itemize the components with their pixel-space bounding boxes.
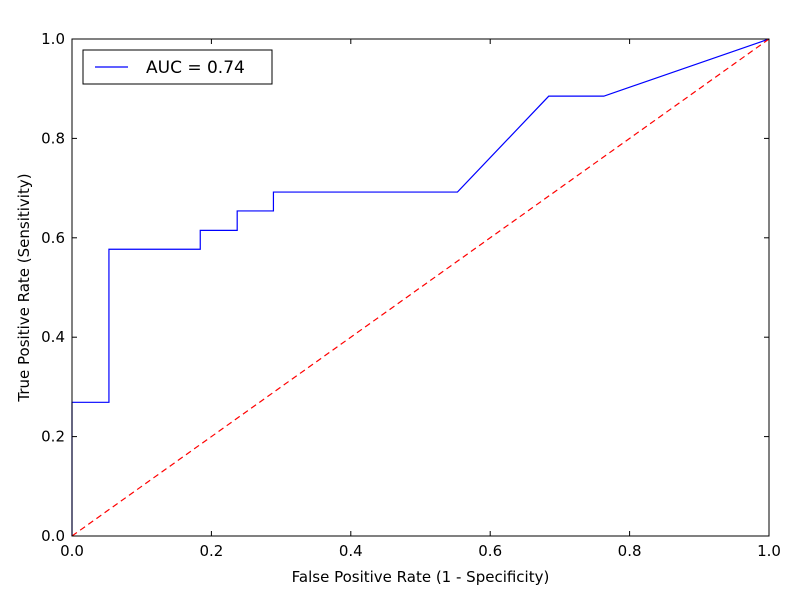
y-tick-label: 1.0	[41, 30, 65, 48]
y-tick-label: 0.2	[41, 428, 65, 446]
x-tick-label: 0.0	[60, 542, 84, 560]
y-axis-label: True Positive Rate (Sensitivity)	[15, 173, 33, 402]
x-tick-label: 0.6	[478, 542, 502, 560]
x-tick-label: 0.2	[199, 542, 223, 560]
y-tick-label: 0.4	[41, 328, 65, 346]
y-tick-label: 0.0	[41, 527, 65, 545]
roc-curve-line	[71, 38, 770, 536]
legend-label: AUC = 0.74	[146, 58, 245, 78]
plot-area	[71, 38, 770, 537]
axis-ticks: 0.0 0.2 0.4 0.6 0.8 1.0 0.0 0.2 0.4 0.6 0.8 1.0	[41, 30, 781, 560]
y-tick-label: 0.6	[41, 229, 65, 247]
x-tick-label: 0.4	[339, 542, 363, 560]
chance-diagonal-line	[71, 38, 770, 537]
plot-frame	[71, 38, 770, 537]
legend: AUC = 0.74	[82, 49, 273, 85]
x-tick-label: 1.0	[757, 542, 781, 560]
y-tick-label: 0.8	[41, 129, 65, 147]
x-axis-label: False Positive Rate (1 - Specificity)	[292, 568, 550, 586]
x-tick-label: 0.8	[618, 542, 642, 560]
